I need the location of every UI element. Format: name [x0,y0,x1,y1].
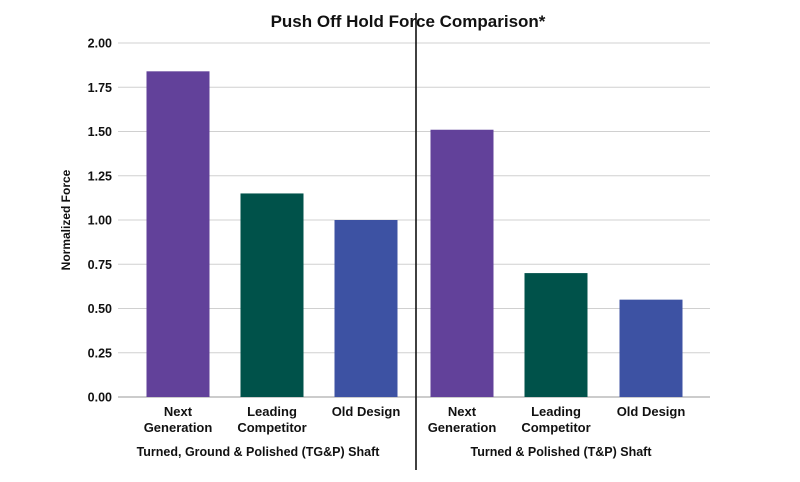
y-tick-label: 0.00 [88,391,112,405]
x-tick-label: Competitor [237,420,306,435]
y-tick-label: 1.75 [88,81,112,95]
bar [240,193,304,397]
x-tick-label: Leading [247,404,297,419]
chart-title: Push Off Hold Force Comparison* [271,12,546,31]
x-tick-label: Old Design [617,404,686,419]
x-tick-label: Generation [144,420,213,435]
y-tick-label: 2.00 [88,37,112,51]
y-axis-label: Normalized Force [59,169,73,270]
y-tick-label: 1.25 [88,169,112,183]
bar [430,129,494,398]
y-tick-label: 0.75 [88,258,112,272]
x-tick-label: Competitor [521,420,590,435]
y-axis-ticks: 0.00 0.25 0.50 0.75 1.00 1.25 1.50 1.75 2.00 [88,37,112,405]
bar [334,220,398,397]
group-label: Turned, Ground & Polished (TG&P) Shaft [137,445,381,459]
x-tick-label: Generation [428,420,497,435]
gridlines [118,42,710,398]
x-tick-label: Old Design [332,404,401,419]
x-tick-label: Leading [531,404,581,419]
x-tick-label: Next [164,404,193,419]
bar [524,273,588,397]
group-label: Turned & Polished (T&P) Shaft [470,445,652,459]
bars [146,71,683,398]
y-tick-label: 1.00 [88,214,112,228]
y-tick-label: 0.50 [88,302,112,316]
x-tick-label: Next [448,404,477,419]
group-labels: Turned, Ground & Polished (TG&P) Shaft Tu… [137,445,653,459]
bar [619,299,683,397]
bar [146,71,210,397]
y-tick-label: 0.25 [88,346,112,360]
y-tick-label: 1.50 [88,125,112,139]
